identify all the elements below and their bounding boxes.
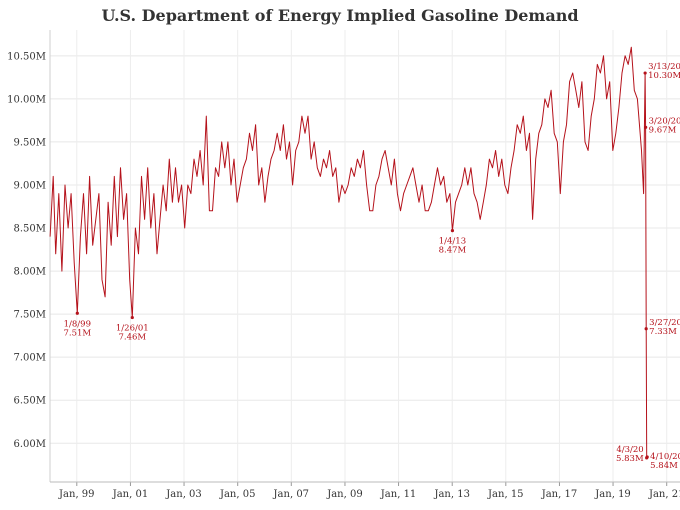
series-line bbox=[49, 46, 648, 459]
y-tick-label: 7.50M bbox=[13, 310, 46, 321]
annotation-value-label: 10.30M bbox=[648, 71, 680, 81]
y-tick-label: 6.00M bbox=[13, 439, 46, 450]
x-tick-label: Jan, 15 bbox=[487, 489, 524, 500]
annotation-marker bbox=[75, 311, 79, 315]
annotation-marker bbox=[644, 327, 648, 331]
annotation-marker bbox=[645, 455, 649, 459]
x-tick-label: Jan, 99 bbox=[58, 489, 95, 500]
x-tick-label: Jan, 11 bbox=[380, 489, 417, 500]
annotation-date-label: 1/26/01 bbox=[116, 324, 149, 334]
x-tick-label: Jan, 01 bbox=[112, 489, 149, 500]
annotation-value-label: 5.84M bbox=[650, 461, 678, 471]
y-tick-label: 10.50M bbox=[7, 51, 46, 62]
x-tick-label: Jan, 19 bbox=[594, 489, 631, 500]
y-tick-label: 8.00M bbox=[13, 267, 46, 278]
annotation-marker bbox=[644, 125, 648, 129]
grid-layer bbox=[50, 30, 680, 482]
annotation-marker bbox=[643, 71, 647, 75]
annotation-value-label: 7.33M bbox=[649, 327, 677, 337]
annotation-marker bbox=[130, 315, 134, 320]
annotation-value-label: 5.83M bbox=[616, 454, 644, 464]
series-layer bbox=[49, 46, 648, 459]
annotation-date-label: 3/13/20 bbox=[648, 62, 680, 72]
y-tick-label: 7.00M bbox=[13, 353, 46, 364]
annotation-value-label: 7.46M bbox=[118, 333, 146, 343]
y-tick-label: 9.00M bbox=[13, 180, 46, 191]
annotation-layer: 1/8/997.51M 1/26/017.46M 1/4/138.47M 3/13/2… bbox=[63, 62, 680, 471]
annotation-date-label: 3/20/20 bbox=[649, 116, 680, 126]
x-tick-label: Jan, 21 bbox=[648, 489, 680, 500]
y-tick-label: 6.50M bbox=[13, 396, 46, 407]
annotation-date-label: 4/3/20 bbox=[616, 445, 643, 455]
x-tick-label: Jan, 17 bbox=[541, 489, 578, 500]
axis-layer: 6.00M 6.50M 7.00M 7.50M 8.00M 8.50M 9.00M 9.50M… bbox=[7, 30, 680, 500]
x-tick-label: Jan, 05 bbox=[219, 489, 256, 500]
annotation-value-label: 7.51M bbox=[63, 328, 91, 338]
annotation-date-label: 4/10/20 bbox=[650, 452, 680, 462]
chart-title: U.S. Department of Energy Implied Gasoli… bbox=[101, 6, 579, 25]
annotation-value-label: 9.67M bbox=[649, 125, 677, 135]
annotation-date-label: 1/8/99 bbox=[64, 319, 91, 329]
y-tick-label: 10.00M bbox=[7, 94, 46, 105]
y-tick-label: 8.50M bbox=[13, 224, 46, 235]
annotation-marker bbox=[450, 229, 455, 233]
x-tick-label: Jan, 07 bbox=[273, 489, 310, 500]
annotation-date-label: 3/27/20 bbox=[649, 318, 680, 328]
annotation-date-label: 1/4/13 bbox=[439, 237, 466, 247]
x-tick-label: Jan, 09 bbox=[326, 489, 363, 500]
x-tick-label: Jan, 03 bbox=[165, 489, 202, 500]
y-tick-label: 9.50M bbox=[13, 137, 46, 148]
annotation-value-label: 8.47M bbox=[439, 246, 467, 256]
x-tick-label: Jan, 13 bbox=[433, 489, 470, 500]
